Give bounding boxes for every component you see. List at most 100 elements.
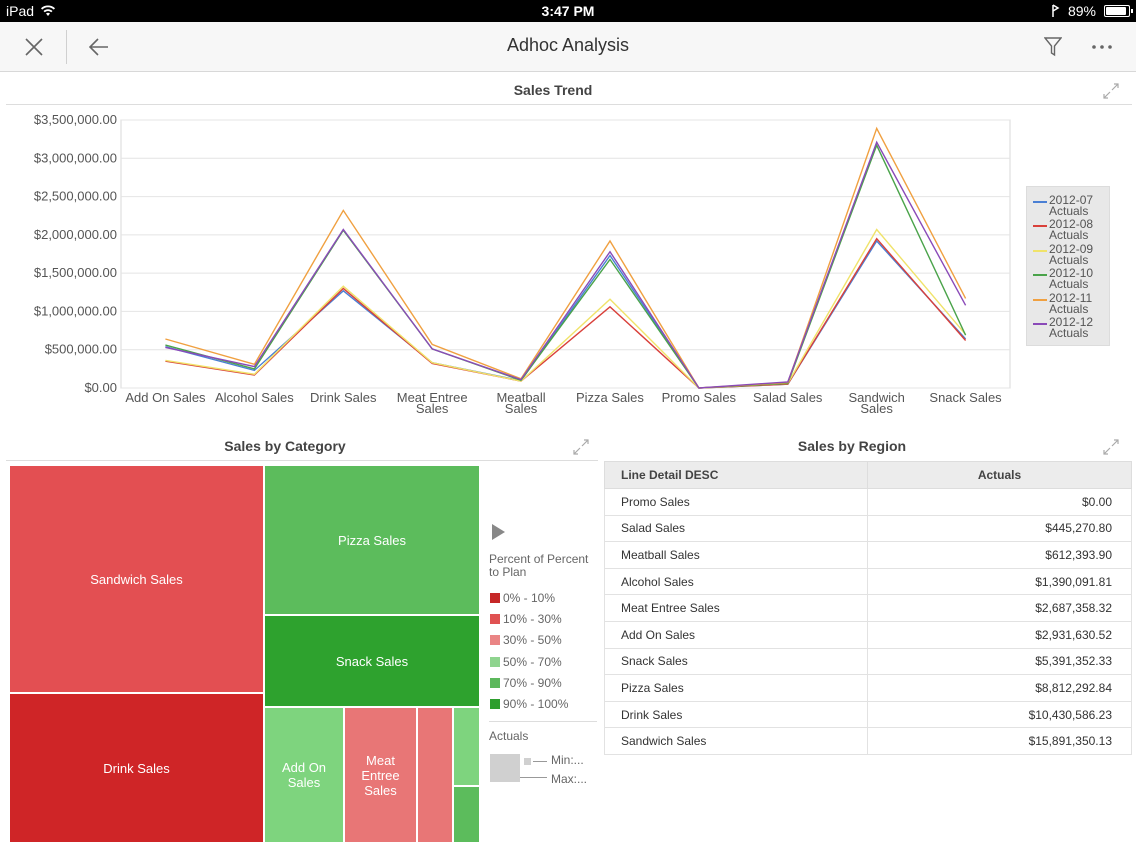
x-tick-label: Snack Sales	[929, 390, 1002, 405]
sales-trend-title: Sales Trend	[513, 82, 593, 98]
filter-icon	[1044, 37, 1062, 57]
sales-by-region-table: Line Detail DESC Actuals Promo Sales $0.0…	[604, 461, 1132, 755]
device-name: iPad	[6, 3, 35, 19]
x-tick-label: Meatball	[496, 390, 545, 405]
legend-item[interactable]: 2012-08 Actuals	[1027, 218, 1111, 243]
cell-line-detail: Add On Sales	[604, 620, 868, 649]
filter-button[interactable]	[1036, 30, 1070, 64]
series-line	[165, 140, 967, 389]
treemap-cell-drink-sales[interactable]: Drink Sales	[9, 693, 264, 843]
cell-actuals: $15,891,350.13	[867, 727, 1132, 755]
size-legend-max: Max:...	[551, 772, 588, 786]
treemap-legend-title: Percent of Percent to Plan	[489, 552, 589, 579]
x-tick-label: Alcohol Sales	[215, 390, 294, 405]
legend-swatch	[1033, 249, 1047, 252]
treemap-cell-snack-sales[interactable]: Snack Sales	[264, 615, 480, 707]
y-tick-label: $2,500,000.00	[34, 189, 117, 204]
table-row[interactable]: Add On Sales $2,931,630.52	[604, 620, 1132, 649]
cell-line-detail: Sandwich Sales	[604, 727, 868, 755]
battery-level-fill	[1106, 7, 1126, 15]
legend-swatch	[490, 677, 500, 688]
table-row[interactable]: Sandwich Sales $15,891,350.13	[604, 727, 1132, 755]
status-bar: iPad 3:47 PM 89%	[0, 0, 1136, 22]
close-button[interactable]	[17, 30, 51, 64]
table-row[interactable]: Promo Sales $0.00	[604, 488, 1132, 516]
legend-label-line: 2012-11	[1049, 290, 1093, 305]
legend-swatch	[490, 614, 500, 625]
y-tick-label: $3,500,000.00	[34, 112, 117, 127]
expand-icon[interactable]	[1102, 438, 1120, 456]
navigation-bar: Adhoc Analysis	[0, 22, 1136, 72]
close-icon	[25, 38, 43, 56]
table-row[interactable]: Alcohol Sales $1,390,091.81	[604, 567, 1132, 596]
table-row[interactable]: Snack Sales $5,391,352.33	[604, 647, 1132, 676]
table-row[interactable]: Drink Sales $10,430,586.23	[604, 700, 1132, 729]
back-button[interactable]	[82, 30, 116, 64]
legend-item[interactable]: 2012-10 Actuals	[1027, 267, 1111, 292]
legend-label: 2012-09 Actuals	[1049, 243, 1093, 267]
series-line	[165, 126, 967, 389]
sales-by-category-title: Sales by Category	[224, 438, 346, 454]
cell-actuals: $0.00	[867, 488, 1132, 516]
series-line	[165, 143, 967, 389]
expand-icon[interactable]	[572, 438, 590, 456]
x-tick-label: Promo Sales	[662, 390, 737, 405]
column-header-line-detail[interactable]: Line Detail DESC	[604, 461, 868, 489]
treemap-cell-add-on-sales[interactable]: Add On Sales	[264, 707, 344, 843]
y-tick-label: $3,000,000.00	[34, 150, 117, 165]
cell-actuals: $5,391,352.33	[867, 647, 1132, 676]
legend-label: 30% - 50%	[503, 633, 562, 648]
more-options-button[interactable]	[1085, 30, 1119, 64]
treemap-cell[interactable]	[417, 707, 453, 843]
x-tick-label: Sales	[505, 401, 538, 416]
legend-swatch	[490, 593, 500, 603]
cell-actuals: $2,687,358.32	[867, 594, 1132, 622]
size-legend-max-swatch	[490, 754, 520, 782]
legend-item[interactable]: 2012-09 Actuals	[1027, 243, 1111, 268]
cell-actuals: $8,812,292.84	[867, 674, 1132, 702]
plot-area	[120, 119, 1011, 389]
x-tick-label: Salad Sales	[753, 390, 823, 405]
cell-line-detail: Meat Entree Sales	[604, 594, 868, 622]
arrow-left-icon	[89, 38, 108, 56]
legend-label: 0% - 10%	[503, 591, 556, 605]
table-row[interactable]: Meat Entree Sales $2,687,358.32	[604, 594, 1132, 622]
column-header-actuals[interactable]: Actuals	[867, 461, 1132, 489]
series-line	[165, 228, 967, 389]
treemap-cell-meat-entree-sales[interactable]: Meat Entree Sales	[344, 707, 417, 843]
cell-line-detail: Snack Sales	[604, 647, 868, 676]
expand-icon[interactable]	[1102, 82, 1120, 100]
legend-item[interactable]: 2012-07 Actuals	[1027, 194, 1111, 219]
rotation-lock-icon	[1052, 4, 1060, 17]
treemap-cell-pizza-sales[interactable]: Pizza Sales	[264, 465, 480, 615]
legend-swatch	[490, 699, 500, 709]
legend-item[interactable]: 2012-12 Actuals	[1027, 316, 1111, 341]
play-icon[interactable]	[492, 524, 505, 540]
battery-icon	[1104, 5, 1133, 17]
table-row[interactable]: Pizza Sales $8,812,292.84	[604, 674, 1132, 702]
cell-line-detail: Meatball Sales	[604, 541, 868, 569]
panel-divider	[6, 104, 1132, 105]
table-row[interactable]: Salad Sales $445,270.80	[604, 514, 1132, 543]
treemap-cell[interactable]	[453, 707, 480, 786]
panel-divider	[6, 460, 598, 461]
x-tick-label: Meat Entree	[397, 390, 468, 405]
legend-label: 50% - 70%	[503, 654, 562, 669]
size-legend-title: Actuals	[489, 729, 529, 743]
legend-swatch	[1033, 225, 1047, 228]
battery-percent: 89%	[1067, 3, 1096, 19]
cell-line-detail: Pizza Sales	[604, 674, 868, 702]
legend-label-line: Actuals	[1049, 252, 1089, 267]
y-tick-label: $500,000.00	[45, 342, 117, 357]
legend-label: 2012-11 Actuals	[1049, 290, 1093, 315]
legend-item[interactable]: 2012-11 Actuals	[1027, 290, 1111, 317]
x-tick-label: Sandwich	[848, 390, 904, 405]
table-row[interactable]: Meatball Sales $612,393.90	[604, 541, 1132, 569]
treemap-cell[interactable]	[453, 786, 480, 843]
legend-label: 90% - 100%	[503, 697, 569, 711]
treemap-cell-sandwich-sales[interactable]: Sandwich Sales	[9, 465, 264, 693]
legend-label-line: Actuals	[1049, 277, 1089, 292]
legend-label: 2012-07 Actuals	[1049, 194, 1093, 217]
size-legend-min: Min:...	[551, 753, 584, 767]
